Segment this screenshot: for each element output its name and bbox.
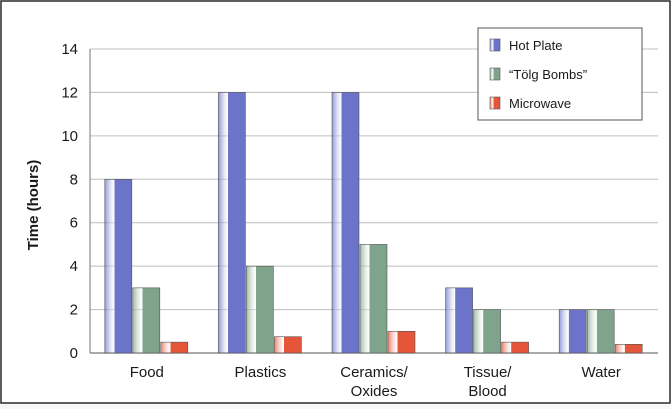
bar-microwave-ceramics-oxides bbox=[387, 330, 416, 354]
y-tick-label-14: 14 bbox=[61, 41, 78, 58]
x-category-label-tissue-blood: Tissue/Blood bbox=[464, 364, 513, 400]
x-category-label-food: Food bbox=[130, 364, 164, 381]
bar-microwave-plastics bbox=[274, 336, 302, 354]
y-tick-label-12: 12 bbox=[61, 84, 78, 101]
bar-microwave-food bbox=[160, 341, 189, 354]
legend-swatch-hot-plate bbox=[489, 38, 501, 52]
bar-t-lg-bombs-tissue-blood bbox=[473, 309, 501, 354]
x-category-label-ceramics-oxides: Ceramics/Oxides bbox=[340, 364, 408, 400]
bar-t-lg-bombs-plastics bbox=[246, 265, 274, 354]
y-tick-label-6: 6 bbox=[70, 215, 78, 232]
y-tick-label-10: 10 bbox=[61, 128, 78, 145]
bar-microwave-tissue-blood bbox=[501, 341, 529, 354]
bars bbox=[104, 92, 643, 354]
bar-t-lg-bombs-food bbox=[132, 287, 161, 354]
bar-hot-plate-ceramics-oxides bbox=[331, 92, 360, 354]
bar-t-lg-bombs-ceramics-oxides bbox=[359, 244, 388, 354]
y-tick-label-0: 0 bbox=[70, 345, 78, 362]
legend-swatch-microwave bbox=[489, 96, 501, 110]
y-tick-label-4: 4 bbox=[70, 258, 78, 275]
legend-label-hot-plate: Hot Plate bbox=[509, 38, 562, 53]
bar-microwave-water bbox=[614, 344, 643, 354]
bar-t-lg-bombs-water bbox=[586, 309, 615, 354]
y-tick-label-8: 8 bbox=[70, 171, 78, 188]
bar-hot-plate-food bbox=[104, 178, 133, 354]
x-category-label-plastics: Plastics bbox=[235, 364, 287, 381]
bar-hot-plate-tissue-blood bbox=[445, 287, 473, 354]
legend-label-t-lg-bombs: “Tölg Bombs” bbox=[509, 67, 587, 82]
bar-hot-plate-plastics bbox=[218, 92, 246, 354]
legend-label-microwave: Microwave bbox=[509, 96, 571, 111]
legend: Hot Plate “Tölg Bombs” Microwave bbox=[477, 27, 643, 121]
legend-box bbox=[477, 27, 643, 121]
x-category-label-water: Water bbox=[581, 364, 620, 381]
y-axis-ticks: 0 2 4 6 8 10 12 14 bbox=[61, 41, 91, 362]
x-axis: Food Plastics Ceramics/Oxides Tissue/Blood W… bbox=[130, 364, 621, 400]
bar-hot-plate-water bbox=[558, 309, 587, 354]
y-tick-label-2: 2 bbox=[70, 302, 78, 319]
y-axis-label: Time (hours) bbox=[25, 160, 42, 251]
legend-swatch-t-lg-bombs bbox=[489, 67, 501, 81]
